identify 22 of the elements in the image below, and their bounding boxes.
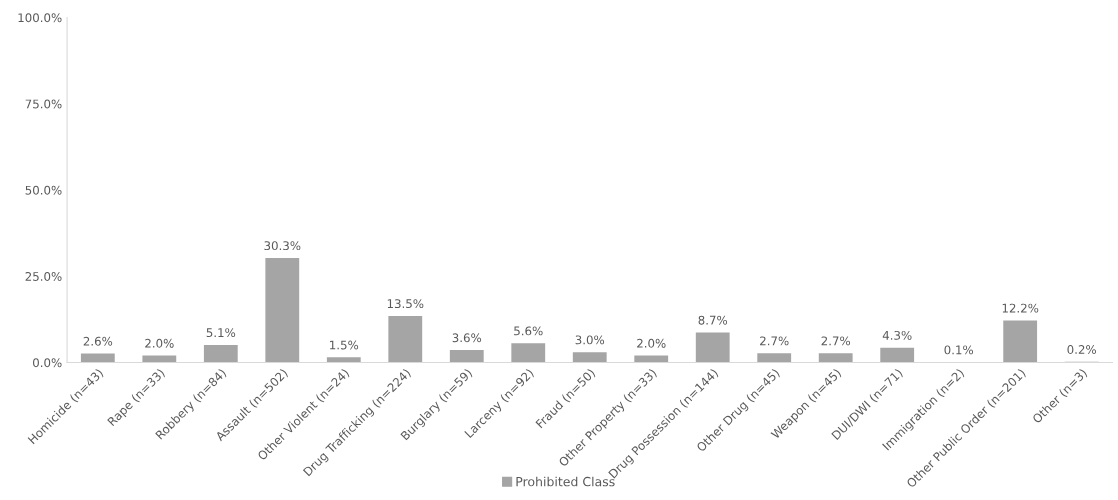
y-tick-label: 100.0%: [18, 13, 62, 23]
data-label: 12.2%: [1002, 303, 1039, 313]
data-label: 5.6%: [514, 326, 543, 336]
data-label: 1.5%: [330, 340, 359, 350]
y-tick-label: 50.0%: [25, 185, 62, 195]
data-label: 0.2%: [1067, 345, 1097, 354]
data-label: 4.3%: [882, 330, 912, 340]
data-label: 5.1%: [206, 328, 236, 338]
data-label: 3.6%: [452, 333, 482, 343]
y-tick-label: 25.0%: [25, 271, 62, 281]
y-tick-label: 75.0%: [25, 99, 62, 109]
data-label: 8.7%: [698, 315, 728, 325]
data-label: 0.1%: [944, 345, 974, 355]
data-label: 3.0%: [575, 335, 605, 345]
data-label: 2.7%: [760, 336, 789, 346]
data-label: 2.0%: [145, 338, 174, 348]
data-label: 2.6%: [83, 336, 113, 346]
y-tick-label: 0.0%: [33, 358, 62, 368]
data-label: 30.3%: [264, 241, 301, 251]
data-label: 2.0%: [637, 338, 666, 348]
data-label: 2.7%: [821, 336, 851, 346]
data-label: 13.5%: [387, 299, 424, 309]
